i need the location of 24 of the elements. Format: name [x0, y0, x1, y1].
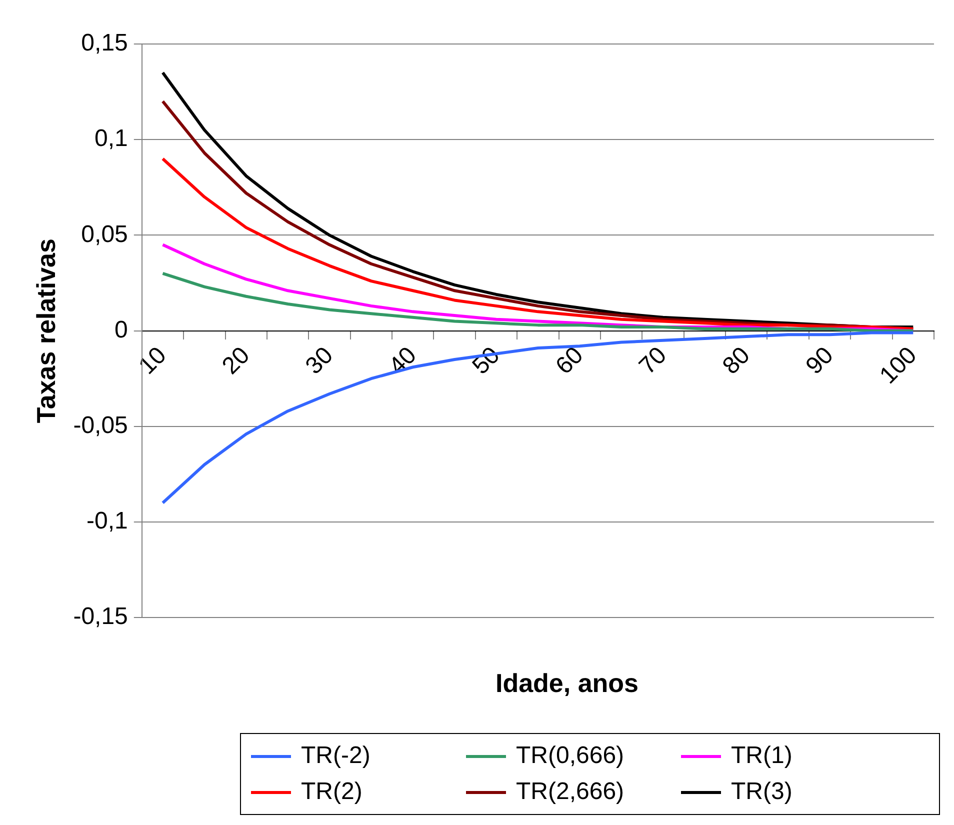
x-tick-label: 90 — [800, 342, 839, 380]
legend-label: TR(2) — [301, 778, 362, 806]
legend-label: TR(-2) — [301, 742, 370, 770]
legend-label: TR(0,666) — [516, 742, 624, 770]
legend-label: TR(1) — [731, 742, 792, 770]
x-tick-label: 60 — [550, 342, 589, 380]
y-tick-label: -0,15 — [73, 603, 128, 630]
x-tick-label: 10 — [134, 342, 172, 380]
legend-label: TR(3) — [731, 778, 792, 806]
x-axis-title: Idade, anos — [494, 668, 640, 699]
x-tick-label: 70 — [634, 342, 672, 380]
y-tick-label: 0 — [114, 316, 128, 344]
y-tick-label: -0,1 — [86, 508, 128, 535]
x-tick-label: 40 — [384, 342, 422, 380]
y-tick-label: 0,1 — [94, 125, 128, 152]
y-axis-title: Taxas relativas — [30, 238, 61, 424]
x-tick-label: 20 — [217, 342, 256, 380]
y-tick-label: -0,05 — [73, 412, 128, 440]
y-tick-label: 0,15 — [81, 30, 128, 57]
x-tick-label: 30 — [300, 342, 338, 380]
x-tick-label: 100 — [874, 342, 922, 390]
legend-label: TR(2,666) — [516, 778, 624, 806]
x-tick-label: 80 — [717, 342, 756, 380]
y-tick-label: 0,05 — [81, 220, 128, 248]
